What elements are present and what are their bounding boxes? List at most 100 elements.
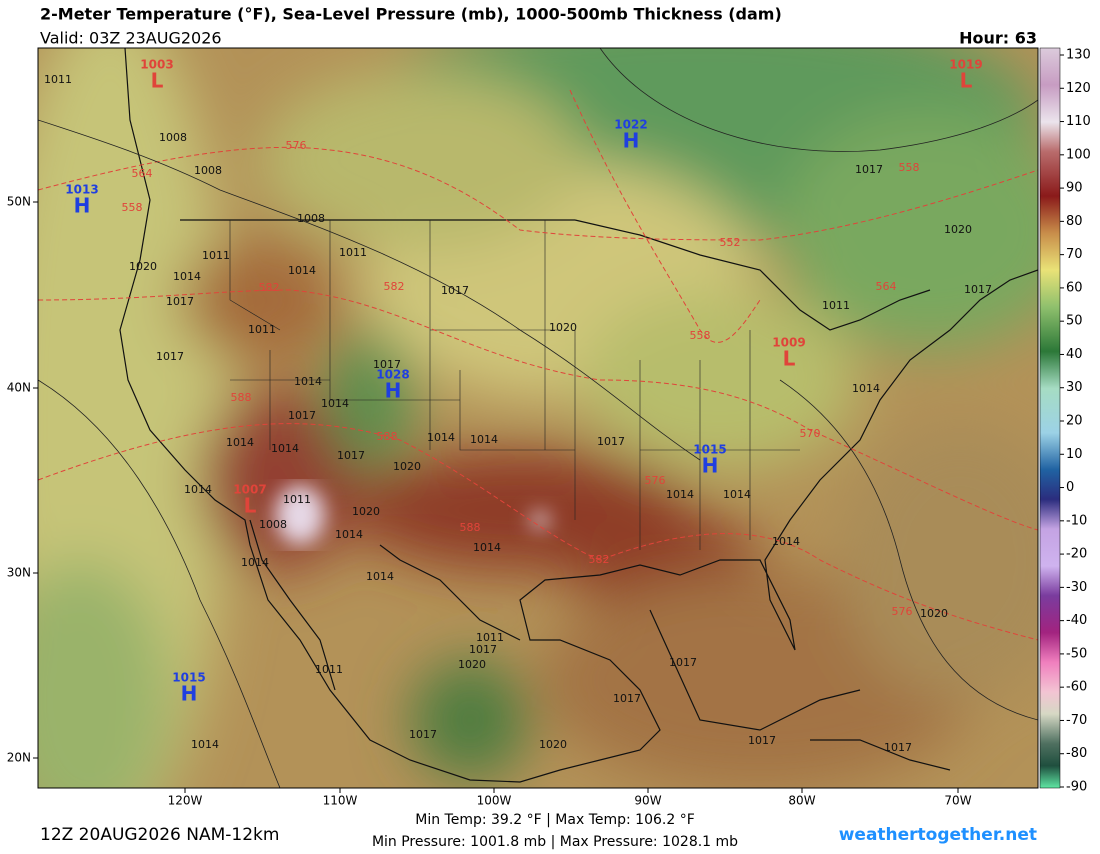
isobar-label: 1014 <box>288 264 316 277</box>
colorbar-tick-label: 0 <box>1066 480 1074 495</box>
colorbar-tick-label: 80 <box>1066 214 1083 229</box>
isobar-label: 1014 <box>294 375 322 388</box>
isobar-label: 1014 <box>191 738 219 751</box>
isobar-label: 1020 <box>129 260 157 273</box>
colorbar-tick-label: -60 <box>1066 680 1087 695</box>
lat-label: 50N <box>7 195 31 209</box>
isobar-label: 1014 <box>366 570 394 583</box>
isobar-label: 1017 <box>156 350 184 363</box>
colorbar-tick-label: 50 <box>1066 314 1083 329</box>
colorbar-tick-label: 40 <box>1066 347 1083 362</box>
isobar-label: 1014 <box>470 433 498 446</box>
isobar-label: 1020 <box>393 460 421 473</box>
colorbar-tick-label: 100 <box>1066 147 1091 162</box>
temp-stats: Min Temp: 39.2 °F | Max Temp: 106.2 °F <box>415 812 695 828</box>
lat-label: 20N <box>7 751 31 765</box>
isobar-label: 1014 <box>772 535 800 548</box>
pressure-center-letter: H <box>74 194 91 218</box>
isobar-label: 1020 <box>920 607 948 620</box>
colorbar-tick-label: -30 <box>1066 580 1087 595</box>
thickness-label: 582 <box>589 553 610 566</box>
colorbar <box>1039 47 1061 789</box>
thickness-label: 576 <box>286 139 307 152</box>
colorbar-tick-label: 10 <box>1066 447 1083 462</box>
isobar-label: 1014 <box>852 382 880 395</box>
isobar-label: 1011 <box>248 323 276 336</box>
colorbar-tick-label: -70 <box>1066 713 1087 728</box>
thickness-label: 564 <box>132 167 153 180</box>
isobar-label: 1020 <box>549 321 577 334</box>
isobar-label: 1008 <box>159 131 187 144</box>
isobar-label: 1014 <box>184 483 212 496</box>
pressure-center-value: 1015 <box>172 671 205 685</box>
isobar-label: 1020 <box>352 505 380 518</box>
pressure-center-value: 1007 <box>233 483 266 497</box>
isobar-label: 1017 <box>884 741 912 754</box>
thickness-label: 582 <box>384 280 405 293</box>
isobar-label: 1017 <box>441 284 469 297</box>
isobar-label: 1014 <box>473 541 501 554</box>
isobar-label: 1017 <box>748 734 776 747</box>
isobar-label: 1017 <box>855 163 883 176</box>
model-run: 12Z 20AUG2026 NAM-12km <box>40 825 279 845</box>
pressure-center-letter: L <box>783 347 796 371</box>
isobar-label: 1017 <box>669 656 697 669</box>
pressure-center-letter: H <box>702 454 719 478</box>
isobar-label: 1011 <box>315 663 343 676</box>
thickness-label: 570 <box>800 427 821 440</box>
colorbar-tick-label: 90 <box>1066 181 1083 196</box>
thickness-label: 576 <box>892 605 913 618</box>
isobar-label: 1011 <box>283 493 311 506</box>
isobar-label: 1011 <box>822 299 850 312</box>
isobar-label: 1017 <box>288 409 316 422</box>
pressure-center-letter: H <box>385 379 402 403</box>
thickness-label: 582 <box>259 281 280 294</box>
isobar-label: 1017 <box>964 283 992 296</box>
pressure-center-value: 1022 <box>614 118 647 132</box>
isobar-label: 1017 <box>597 435 625 448</box>
thickness-label: 558 <box>122 201 143 214</box>
colorbar-tick-label: -20 <box>1066 547 1087 562</box>
lon-label: 70W <box>944 794 971 808</box>
pressure-center-value: 1028 <box>376 368 409 382</box>
thickness-label: 588 <box>231 391 252 404</box>
pressure-center-letter: L <box>244 494 257 518</box>
lon-label: 110W <box>323 794 358 808</box>
colorbar-tick-label: -80 <box>1066 746 1087 761</box>
isobar-label: 1014 <box>335 528 363 541</box>
isobar-label: 1014 <box>271 442 299 455</box>
colorbar-tick-label: 130 <box>1066 48 1091 63</box>
forecast-hour: Hour: 63 <box>959 29 1037 48</box>
map-frame <box>37 47 1039 789</box>
pressure-center-letter: H <box>181 682 198 706</box>
pressure-center-letter: L <box>151 69 164 93</box>
colorbar-tick-label: 60 <box>1066 280 1083 295</box>
isobar-label: 1014 <box>666 488 694 501</box>
lon-label: 80W <box>788 794 815 808</box>
colorbar-tick-label: -90 <box>1066 780 1087 795</box>
isobar-label: 1020 <box>458 658 486 671</box>
lat-label: 30N <box>7 566 31 580</box>
colorbar-tick-label: 120 <box>1066 81 1091 96</box>
colorbar-tick-label: 70 <box>1066 247 1083 262</box>
thickness-label: 552 <box>720 236 741 249</box>
isobar-label: 1014 <box>723 488 751 501</box>
isobar-label: 1017 <box>337 449 365 462</box>
isobar-label: 1011 <box>339 246 367 259</box>
isobar-label: 1008 <box>297 212 325 225</box>
colorbar-tick-label: -50 <box>1066 646 1087 661</box>
pressure-center-value: 1013 <box>65 183 98 197</box>
isobar-label: 1017 <box>373 358 401 371</box>
colorbar-tick-label: 30 <box>1066 380 1083 395</box>
site-credit: weathertogether.net <box>839 825 1037 845</box>
pressure-center-value: 1019 <box>949 58 982 72</box>
isobar-label: 1014 <box>321 397 349 410</box>
pressure-stats: Min Pressure: 1001.8 mb | Max Pressure: … <box>372 834 738 850</box>
isobar-label: 1014 <box>226 436 254 449</box>
pressure-center-value: 1003 <box>140 58 173 72</box>
pressure-center-value: 1009 <box>772 336 805 350</box>
colorbar-tick-label: 20 <box>1066 414 1083 429</box>
colorbar-tick-label: -40 <box>1066 613 1087 628</box>
